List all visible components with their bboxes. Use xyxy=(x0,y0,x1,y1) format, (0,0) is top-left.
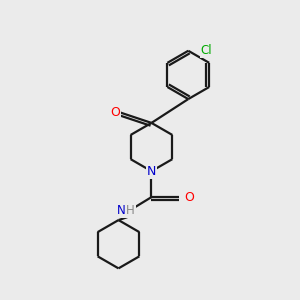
Text: NH: NH xyxy=(117,204,135,217)
Text: N: N xyxy=(117,204,126,217)
Text: N: N xyxy=(147,165,156,178)
Text: H: H xyxy=(126,204,135,217)
Text: O: O xyxy=(184,190,194,204)
Text: O: O xyxy=(110,106,120,119)
Text: Cl: Cl xyxy=(201,44,212,57)
